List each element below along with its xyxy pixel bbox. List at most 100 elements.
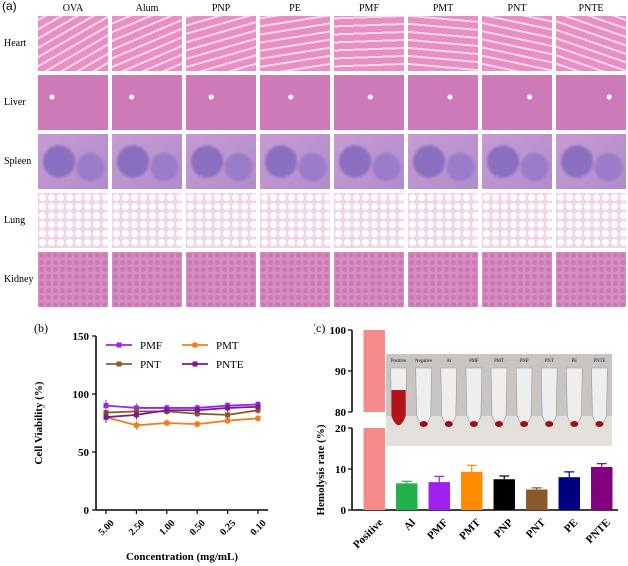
tube-liquid [391,390,406,425]
cell-viability-chart: (b) 0 50 100 150 5.00 2.50 1.00 0.50 0.25 0.10 Cell… [33,321,269,563]
data-point [103,403,109,409]
panel-c-label: (c) [314,321,325,335]
tissue-image-lung-pnte [556,193,626,248]
tube [490,367,508,426]
data-point [225,412,231,418]
legend-label: PMF [140,340,162,352]
tube-pellet [520,421,529,427]
tissue-image-heart-pmf [334,16,404,71]
tissue-image-kidney-pnt [482,252,552,307]
y-tick-label: 100 [330,325,347,337]
x-tick-label: PNTE [584,517,613,546]
data-point [255,415,261,421]
y-tick-label: 50 [78,447,90,459]
tube-pellet [469,421,478,427]
row-header-lung: Lung [4,215,26,226]
series-line [105,405,259,419]
x-tick-label: 0.25 [218,518,238,538]
tube-label: PNT [545,359,554,364]
tissue-image-spleen-pnte [556,134,626,189]
bar [526,489,548,510]
column-header-pmf: PMF [358,3,379,14]
tissue-image-lung-pnt [482,193,552,248]
tube-label: PMT [494,359,504,364]
panel-a-label: (a) [2,0,17,13]
legend-label: PMT [216,340,239,352]
y-tick-label: 20 [335,423,347,435]
legend-entry-pmt: PMT [182,340,239,352]
legend-marker [116,361,122,367]
y-axis-label: Hemolysis rate (%) [315,424,327,515]
bar-upper-segment [363,330,385,412]
tube [540,367,558,426]
x-tick-label: Al [402,517,418,533]
legend-marker [116,342,122,348]
tissue-image-liver-pnt [482,75,552,130]
data-point [164,407,170,413]
bar [558,477,580,510]
hemolysis-chart: (c) 80 90 100 0 10 20 Hemolysis rate (%) Positiv… [314,321,618,551]
data-point [194,407,200,413]
bar [396,483,418,510]
bar-pe [558,471,580,510]
series-pnte [103,403,261,423]
legend-label: PNT [140,359,161,371]
column-header-pnt: PNT [507,3,527,14]
column-header-ova: OVA [62,3,84,14]
tissue-image-heart-pmt [408,16,478,71]
tube-label: PNP [520,359,529,364]
legend-marker [192,342,198,348]
tube-label: PE [572,359,578,364]
tissue-image-heart-pnte [556,16,626,71]
tube-pellet [419,421,428,427]
x-tick-label: Positive [351,517,385,551]
tissue-image-heart-ova [38,16,108,71]
tube [465,367,483,426]
tissue-image-lung-pmt [408,193,478,248]
data-point [133,412,139,418]
legend-label: PNTE [216,359,244,371]
tissue-image-liver-pe [260,75,330,130]
data-point [225,405,231,411]
tissue-image-kidney-pmf [334,252,404,307]
row-header-heart: Heart [4,38,27,49]
x-tick-label: PE [562,517,580,535]
row-header-spleen: Spleen [4,156,32,167]
tissue-image-lung-pnp [186,193,256,248]
bar-pmt [461,464,483,510]
tube-label: Negative [415,359,432,364]
data-point [225,418,231,424]
data-point [133,422,139,428]
tube-label: PMF [469,359,479,364]
tissue-image-kidney-ova [38,252,108,307]
tissue-image-kidney-pe [260,252,330,307]
y-tick-label: 80 [335,407,347,419]
column-header-pnte: PNTE [578,3,604,14]
bar-pmf [428,475,450,510]
x-tick-label: 5.00 [96,518,116,538]
x-tick-label: PMF [425,517,451,543]
x-axis-label: Concentration (mg/mL) [126,551,238,563]
tube-label: Al [446,359,451,364]
tube-pellet [495,421,503,427]
tube [591,367,608,426]
tissue-image-liver-pnp [186,75,256,130]
tissue-image-spleen-pmt [408,134,478,189]
bar-pnt [526,487,548,510]
tissue-image-liver-pmf [334,75,404,130]
series-line [105,403,259,409]
panel-b-label: (b) [34,321,48,335]
tube-label: Positive [391,359,406,364]
data-point [103,414,109,420]
tissue-image-heart-pnp [186,16,256,71]
data-point [194,421,200,427]
y-axis-label: Cell Viability (%) [33,381,45,464]
tissue-image-spleen-pe [260,134,330,189]
column-header-pe: PE [289,3,301,14]
bar [428,482,450,510]
series-line [105,416,259,427]
tissue-image-kidney-pnte [556,252,626,307]
row-header-kidney: Kidney [4,274,34,285]
column-header-pnp: PNP [211,3,231,14]
bar-al [396,480,418,510]
